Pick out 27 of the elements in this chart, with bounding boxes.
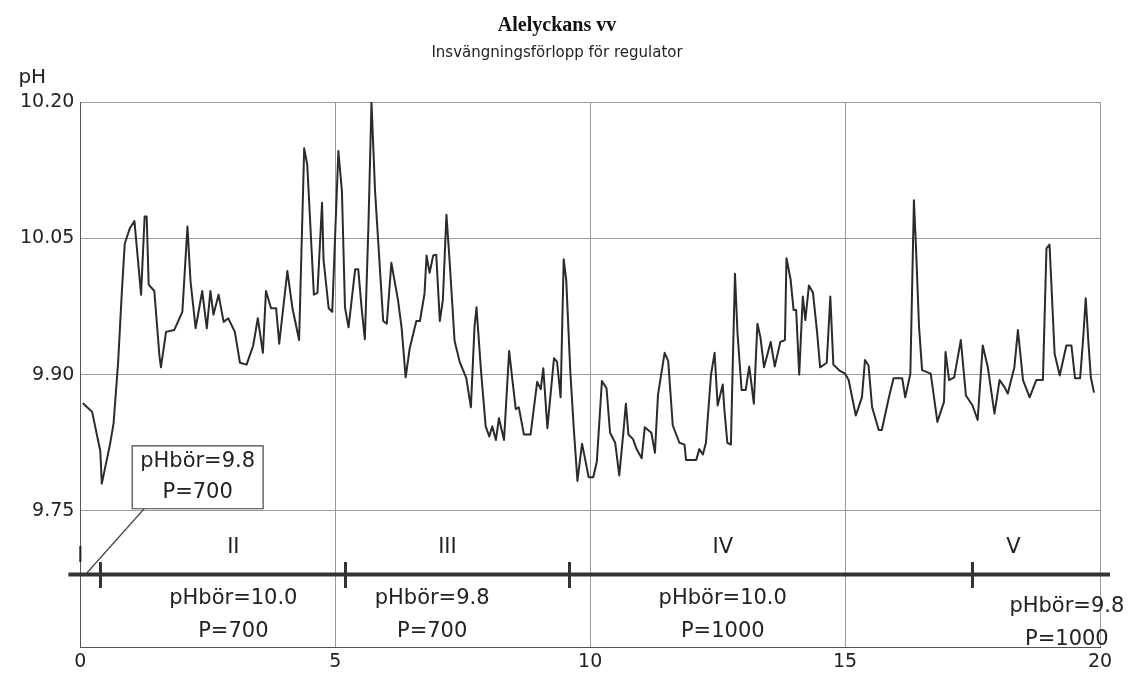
- annotation: II: [227, 533, 240, 558]
- x-tick-label: 15: [833, 648, 858, 671]
- annotation: pHbör=9.8: [1009, 592, 1125, 617]
- annotation: I: [77, 542, 84, 567]
- annotation: P=1000: [1025, 626, 1109, 651]
- annotation: P=700: [396, 618, 468, 643]
- chart-subtitle: Insvängningsförlopp för regulator: [431, 42, 684, 61]
- annotation: III: [438, 533, 457, 558]
- y-tick-label: 9.75: [32, 497, 75, 520]
- x-tick-label: 20: [1087, 648, 1113, 671]
- annotation: pHbör=10.0: [169, 584, 298, 609]
- annotation: P=700: [162, 479, 233, 504]
- y-tick-label: 10.20: [19, 88, 75, 111]
- annotation: P=700: [198, 618, 269, 643]
- x-tick-label: 5: [329, 648, 342, 671]
- x-tick-label: 10: [578, 648, 603, 671]
- y-tick-label: 9.90: [32, 361, 75, 384]
- y-tick-label: 10.05: [19, 225, 75, 248]
- annotation: V: [1006, 533, 1022, 558]
- chart-title: Alelyckans vv: [497, 13, 617, 37]
- y-axis-title: pH: [18, 64, 47, 89]
- annotation: pHbör=9.8: [140, 448, 256, 473]
- annotation: pHbör=10.0: [658, 584, 787, 609]
- annotation: pHbör=9.8: [374, 584, 490, 609]
- annotation: IV: [712, 533, 734, 558]
- annotation: P=1000: [680, 618, 765, 643]
- x-tick-label: 0: [74, 648, 87, 671]
